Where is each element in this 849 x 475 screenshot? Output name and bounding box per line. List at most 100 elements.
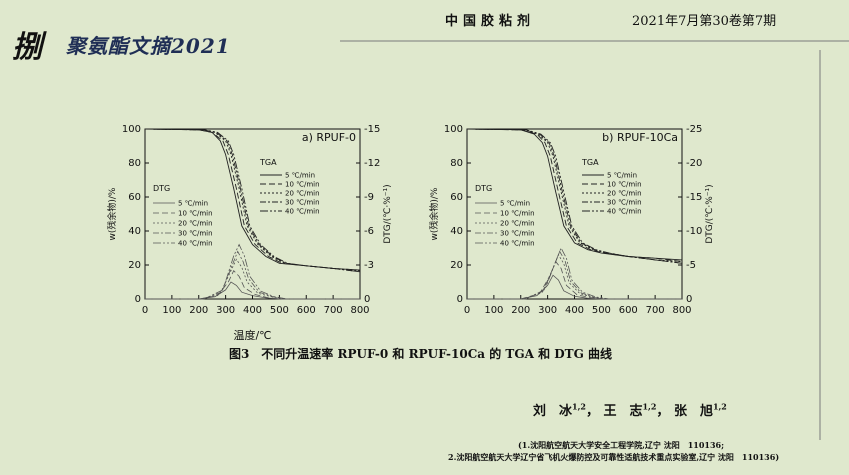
y-tick-label-right: -9 <box>364 192 374 203</box>
dtg-series-line <box>145 258 360 300</box>
legend-entry: 10 ℃/min <box>500 210 535 218</box>
author-name: 王 志 <box>603 404 643 419</box>
y-tick-label-right: -5 <box>686 260 696 271</box>
legend-dtg-title: DTG <box>475 184 492 193</box>
x-tick-label: 300 <box>538 305 557 316</box>
x-tick-label: 300 <box>216 305 235 316</box>
y-tick-label-left: 0 <box>135 294 141 305</box>
figure-caption: 图3 不同升温速率 RPUF-0 和 RPUF-10Ca 的 TGA 和 DTG… <box>0 345 849 362</box>
author-sup: 1,2 <box>642 401 657 412</box>
x-tick-label: 600 <box>619 305 638 316</box>
legend-entry: 20 ℃/min <box>607 190 642 198</box>
x-axis-label: 温度/℃ <box>233 328 271 340</box>
tga-series-line <box>466 128 683 264</box>
legend-entry: 10 ℃/min <box>607 181 642 189</box>
x-tick-label: 0 <box>464 305 470 316</box>
y-tick-label-left: 60 <box>128 192 141 203</box>
y-tick-label-right: 0 <box>364 294 370 305</box>
author-sup: 1,2 <box>712 401 727 412</box>
y-tick-label-right: -20 <box>686 158 702 169</box>
legend-tga-title: TGA <box>581 158 599 167</box>
y-axis-label-left: w(残余物)/% <box>428 187 440 240</box>
y-tick-label-left: 60 <box>450 192 463 203</box>
y-axis-label-right: DTG/(℃·%⁻¹) <box>383 184 393 243</box>
dtg-series-line <box>145 250 360 300</box>
y-tick-label-right: -10 <box>686 226 702 237</box>
x-tick-label: 200 <box>189 305 208 316</box>
x-tick-label: 800 <box>350 305 369 316</box>
legend-entry: 5 ℃/min <box>285 172 315 180</box>
legend-entry: 30 ℃/min <box>178 230 213 238</box>
dtg-series-line <box>145 281 360 300</box>
legend-entry: 30 ℃/min <box>607 199 642 207</box>
chart-title: a) RPUF-0 <box>302 131 356 144</box>
legend-entry: 20 ℃/min <box>178 220 213 228</box>
chart-title: b) RPUF-10Ca <box>602 131 678 144</box>
y-tick-label-right: -6 <box>364 226 374 237</box>
dtg-series-line <box>467 260 682 300</box>
brand-header: 捌 聚氨酯文摘2021 <box>12 24 231 65</box>
legend-entry: 5 ℃/min <box>500 200 530 208</box>
issue-info: 2021年7月第30卷第7期 <box>632 14 777 29</box>
dtg-series-line <box>467 247 682 300</box>
legend-entry: 5 ℃/min <box>607 172 637 180</box>
legend-tga-title: TGA <box>259 158 277 167</box>
x-tick-label: 500 <box>592 305 611 316</box>
y-tick-label-left: 80 <box>450 158 463 169</box>
tga-series-line <box>144 128 361 273</box>
x-tick-label: 0 <box>142 305 148 316</box>
y-tick-label-left: 40 <box>450 226 463 237</box>
y-tick-label-right: 0 <box>686 294 692 305</box>
x-tick-label: 400 <box>243 305 262 316</box>
x-tick-label: 800 <box>672 305 691 316</box>
x-tick-label: 200 <box>511 305 530 316</box>
author-name: 张 旭 <box>673 404 713 419</box>
legend-entry: 5 ℃/min <box>178 200 208 208</box>
legend-entry: 40 ℃/min <box>285 208 320 216</box>
y-axis-label-right: DTG/(℃·%⁻¹) <box>705 184 715 243</box>
dtg-series-line <box>145 270 360 300</box>
legend-dtg-title: DTG <box>153 184 170 193</box>
y-tick-label-left: 20 <box>128 260 141 271</box>
author-name: 刘 冰 <box>533 404 573 419</box>
legend-entry: 40 ℃/min <box>178 240 213 248</box>
caption-text: 图3 不同升温速率 RPUF-0 和 RPUF-10Ca 的 TGA 和 DTG… <box>228 347 613 361</box>
y-tick-label-right: -25 <box>686 124 702 135</box>
x-tick-label: 100 <box>162 305 181 316</box>
authors: 刘 冰1,2， 王 志1,2， 张 旭1,2 <box>533 401 727 419</box>
legend-entry: 30 ℃/min <box>285 199 320 207</box>
tga-series-line <box>144 128 361 271</box>
dtg-series-line <box>467 274 682 300</box>
brand-logo: 捌 <box>12 30 42 65</box>
journal-name: 中国胶粘剂 <box>445 14 536 29</box>
y-tick-label-left: 80 <box>128 158 141 169</box>
x-tick-label: 400 <box>565 305 584 316</box>
y-tick-label-left: 0 <box>457 294 463 305</box>
dtg-series-line <box>145 243 360 300</box>
y-tick-label-left: 40 <box>128 226 141 237</box>
x-tick-label: 100 <box>484 305 503 316</box>
y-tick-label-left: 100 <box>444 124 463 135</box>
x-tick-label: 600 <box>297 305 316 316</box>
dtg-series-line <box>467 250 682 300</box>
legend-entry: 20 ℃/min <box>285 190 320 198</box>
y-tick-label-left: 100 <box>122 124 141 135</box>
legend-entry: 30 ℃/min <box>500 230 535 238</box>
y-tick-label-left: 20 <box>450 260 463 271</box>
x-tick-label: 700 <box>324 305 343 316</box>
tga-series-line <box>144 128 361 273</box>
author-sup: 1,2 <box>572 401 586 412</box>
section-title: 聚氨酯文摘2021 <box>66 33 231 58</box>
x-tick-label: 700 <box>646 305 665 316</box>
legend-entry: 20 ℃/min <box>500 220 535 228</box>
legend-entry: 10 ℃/min <box>178 210 213 218</box>
x-tick-label: 500 <box>270 305 289 316</box>
affiliation-2: 2.沈阳航空航天大学辽宁省飞机火爆防控及可靠性适航技术重点实验室,辽宁 沈阳 1… <box>448 452 780 462</box>
legend-entry: 40 ℃/min <box>500 240 535 248</box>
legend-entry: 40 ℃/min <box>607 208 642 216</box>
y-tick-label-right: -15 <box>364 124 380 135</box>
legend-entry: 10 ℃/min <box>285 181 320 189</box>
y-tick-label-right: -12 <box>364 158 380 169</box>
affiliation-1: (1.沈阳航空航天大学安全工程学院,辽宁 沈阳 110136; <box>518 440 725 450</box>
charts-figure: 0 100 200 300 400 500 600 700 8000204060801000-3… <box>106 124 715 340</box>
